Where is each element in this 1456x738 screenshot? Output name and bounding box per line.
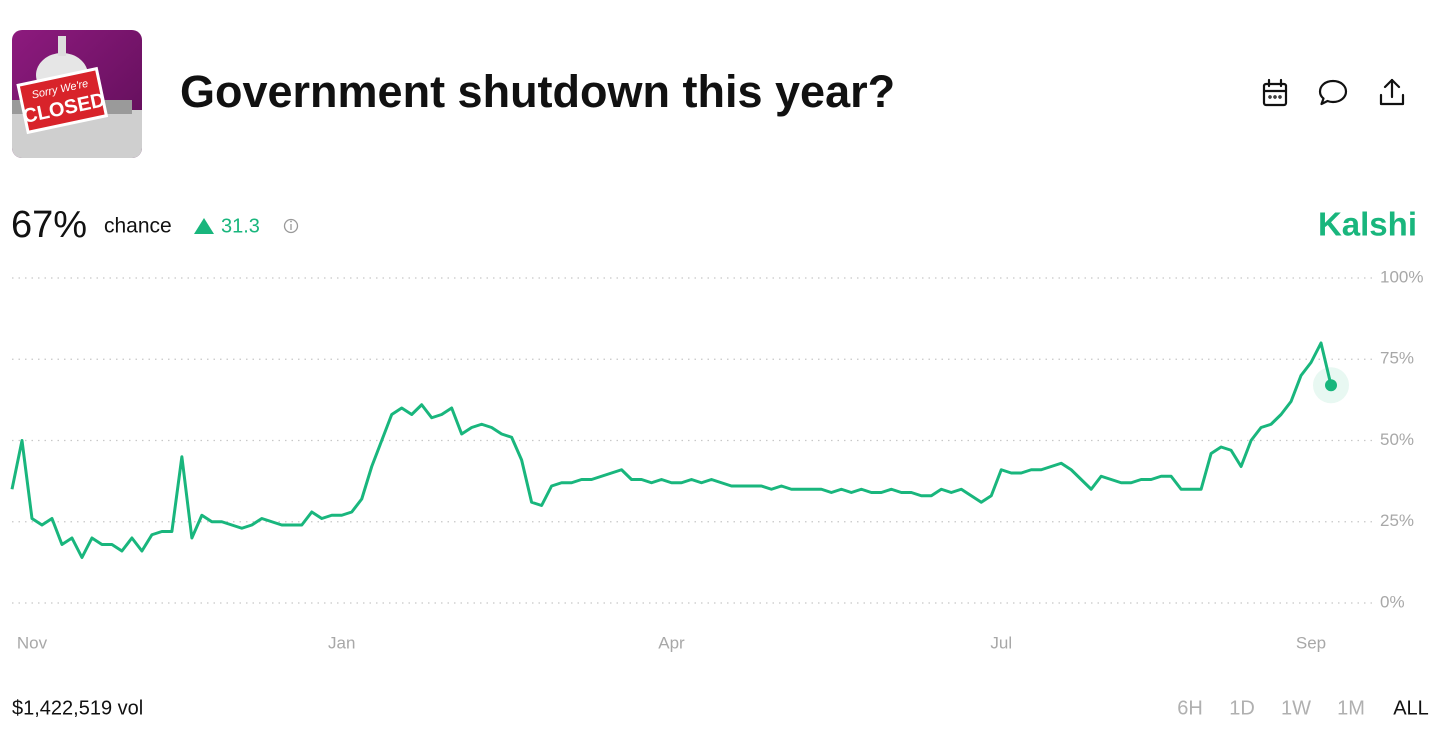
y-tick-label: 100%: [1380, 267, 1423, 286]
x-tick-label: Jan: [328, 633, 355, 652]
range-button[interactable]: 1W: [1281, 697, 1311, 719]
calendar-icon[interactable]: [1262, 78, 1288, 107]
thumbnail: Sorry We're CLOSED: [12, 30, 142, 158]
probability: 67%: [11, 204, 87, 246]
plot: 0% 25% 50% 75% 100% Nov Jan Apr Jul Sep: [10, 267, 1423, 652]
range-button[interactable]: 1D: [1229, 697, 1255, 719]
change-arrow: [194, 218, 214, 234]
change: 31.3: [221, 215, 260, 237]
volume: $1,422,519 vol: [12, 697, 143, 719]
range-button[interactable]: 1M: [1337, 697, 1365, 719]
range-button[interactable]: ALL: [1393, 697, 1429, 719]
y-tick-label: 50%: [1380, 430, 1414, 449]
price-line: [10, 341, 1333, 559]
x-tick-label: Nov: [17, 633, 48, 652]
comment-icon[interactable]: [1318, 79, 1348, 106]
probability-label: chance: [104, 215, 172, 238]
x-tick-label: Jul: [990, 633, 1012, 652]
last-point: [1325, 379, 1337, 392]
brand: Kalshi: [1318, 206, 1417, 243]
y-tick-label: 25%: [1380, 511, 1414, 530]
x-tick-label: Apr: [658, 633, 685, 652]
share-icon[interactable]: [1379, 78, 1405, 106]
x-tick-label: Sep: [1296, 633, 1326, 652]
range-selector: 6H 1D 1W 1M ALL: [1177, 697, 1429, 719]
y-tick-label: 75%: [1380, 349, 1414, 368]
info-icon[interactable]: [283, 218, 299, 234]
y-tick-label: 0%: [1380, 592, 1405, 611]
market-title: Government shutdown this year?: [180, 66, 895, 117]
range-button[interactable]: 6H: [1177, 697, 1203, 719]
